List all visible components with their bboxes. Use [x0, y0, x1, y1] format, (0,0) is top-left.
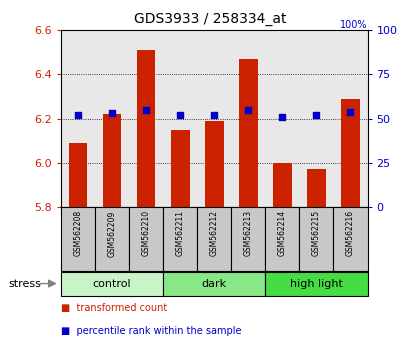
Bar	[163, 272, 265, 296]
Point	[109, 110, 116, 116]
Point	[245, 107, 252, 113]
Bar	[68, 143, 87, 207]
Text: GSM562209: GSM562209	[108, 210, 116, 257]
Point	[211, 112, 218, 118]
Bar	[307, 170, 326, 207]
Bar	[136, 50, 155, 207]
Text: 100%: 100%	[340, 20, 368, 30]
Point	[75, 112, 81, 118]
Text: GSM562212: GSM562212	[210, 210, 219, 256]
Bar	[265, 272, 368, 296]
Text: GDS3933 / 258334_at: GDS3933 / 258334_at	[134, 12, 286, 27]
Bar	[231, 207, 265, 271]
Text: high light: high light	[290, 279, 343, 289]
Text: GSM562208: GSM562208	[74, 210, 82, 256]
Bar	[163, 207, 197, 271]
Bar	[239, 59, 257, 207]
Text: ■  percentile rank within the sample: ■ percentile rank within the sample	[61, 326, 241, 336]
Text: control: control	[93, 279, 131, 289]
Bar	[265, 207, 299, 271]
Text: stress: stress	[8, 279, 41, 289]
Text: GSM562215: GSM562215	[312, 210, 321, 256]
Bar	[205, 121, 223, 207]
Text: dark: dark	[202, 279, 227, 289]
Text: GSM562213: GSM562213	[244, 210, 253, 256]
Bar	[102, 114, 121, 207]
Bar	[61, 207, 95, 271]
Text: GSM562210: GSM562210	[142, 210, 150, 256]
Point	[177, 112, 184, 118]
Text: GSM562216: GSM562216	[346, 210, 355, 256]
Point	[279, 114, 286, 120]
Bar	[129, 207, 163, 271]
Bar	[197, 207, 231, 271]
Bar	[171, 130, 189, 207]
Bar	[95, 207, 129, 271]
Text: GSM562211: GSM562211	[176, 210, 185, 256]
Bar	[273, 163, 292, 207]
Bar	[333, 207, 368, 271]
Text: GSM562214: GSM562214	[278, 210, 287, 256]
Bar	[341, 99, 360, 207]
Point	[313, 112, 320, 118]
Point	[347, 109, 354, 114]
Point	[143, 107, 150, 113]
Bar	[61, 272, 163, 296]
Text: ■  transformed count: ■ transformed count	[61, 303, 167, 313]
Bar	[299, 207, 333, 271]
